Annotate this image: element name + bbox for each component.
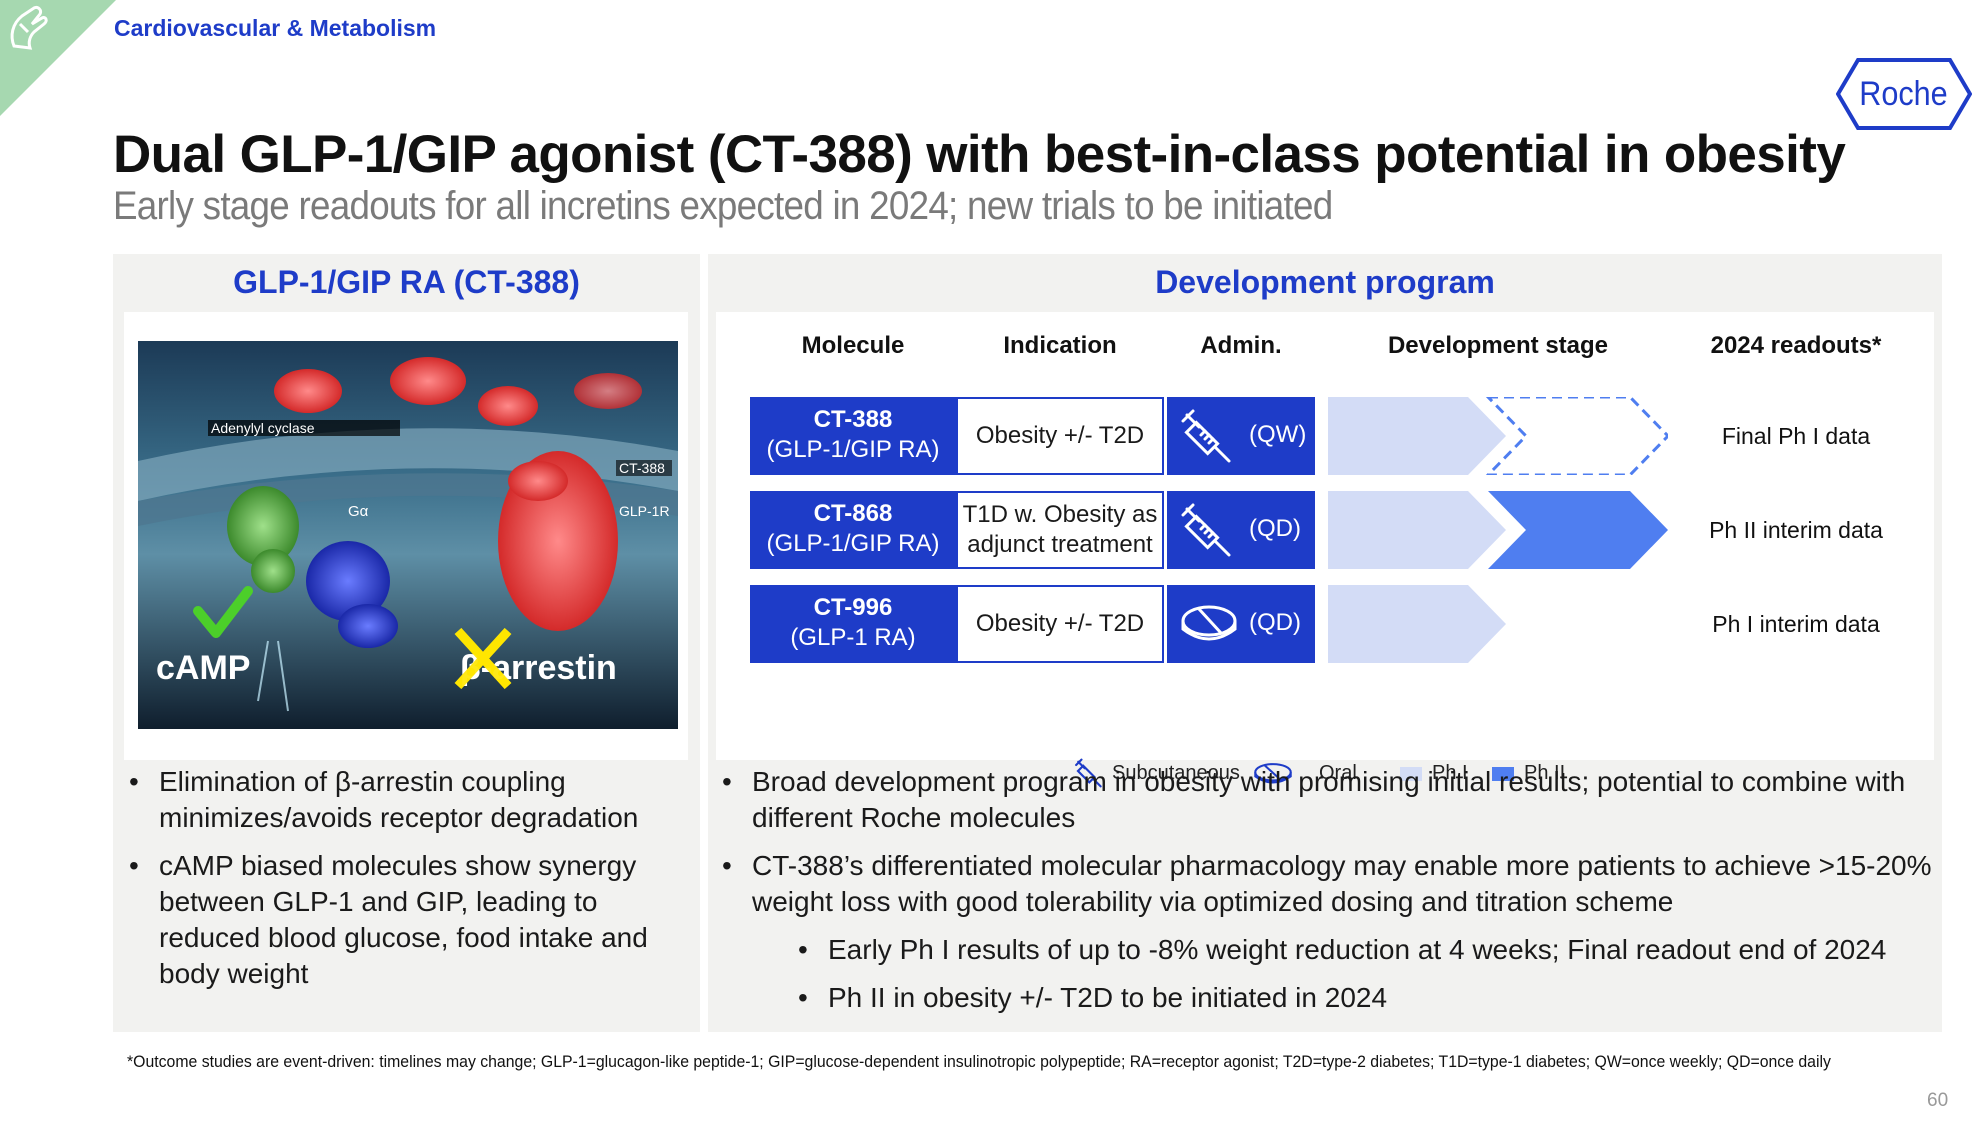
right-sub-bullet: • Ph II in obesity +/- T2D to be initiat… [798,980,1928,1016]
stage-ph2-planned-arrow [1485,397,1668,475]
left-panel: GLP-1/GIP RA (CT-388) [113,254,700,1032]
page-subtitle: Early stage readouts for all incretins e… [113,184,1333,228]
readout-text: Final Ph I data [1721,423,1871,449]
section-label: Cardiovascular & Metabolism [114,15,437,41]
row-admin: (QD) [1167,585,1315,663]
col-header-molecule: Molecule [801,332,905,359]
stage-arrows-row2 [1328,491,1668,569]
development-table: Molecule Indication Admin. Development s… [716,312,1934,788]
bullet-dot: • [129,850,139,881]
row-molecule: CT-388 (GLP-1/GIP RA) [750,397,956,475]
legend-ph1-swatch [1400,767,1422,781]
right-bullet: • Broad development program in obesity w… [722,764,1932,836]
molecule-class: (GLP-1 RA) [790,624,916,651]
legend-ph1: Ph I [1432,762,1468,784]
indication-text: Obesity +/- T2D [975,610,1145,637]
legend-tablet-icon [1254,763,1292,784]
legend-ph2: Ph II [1524,762,1566,784]
col-header-admin: Admin. [1200,332,1282,359]
molecule-name: CT-996 [813,594,893,621]
row-admin: (QW) [1167,397,1315,475]
right-bullet: • CT-388’s differentiated molecular phar… [722,848,1932,920]
right-bullet-text: CT-388’s differentiated molecular pharma… [752,850,1932,917]
row-admin: (QD) [1167,491,1315,569]
footnote: *Outcome studies are event-driven: timel… [127,1052,1831,1071]
syringe-icon [1181,503,1231,557]
readout-text: Ph II interim data [1709,517,1883,543]
roche-logo: Roche [1836,58,1972,130]
col-header-readouts: 2024 readouts* [1710,332,1882,359]
admin-frequency: (QD) [1249,609,1301,636]
illus-label-adenylyl: Adenylyl cyclase [211,420,315,436]
molecule-name: CT-388 [813,406,893,433]
left-bullet: • cAMP biased molecules show synergy bet… [129,848,679,992]
stage-ph1-arrow [1328,585,1506,663]
left-bullet-text: Elimination of β-arrestin coupling minim… [159,766,639,833]
left-bullet: • Elimination of β-arrestin coupling min… [129,764,679,836]
right-sub-bullet: • Early Ph I results of up to -8% weight… [798,932,1928,968]
indication-text: T1D w. Obesity as adjunct treatment [962,501,1158,558]
syringe-icon [1181,409,1231,463]
tablet-icon [1181,605,1237,641]
bullet-dot: • [129,766,139,797]
right-panel-heading: Development program [1155,264,1495,300]
indication-text: Obesity +/- T2D [975,422,1145,449]
pill-hand-icon [10,6,48,50]
readout-text: Ph I interim data [1712,611,1880,637]
right-sub-bullet-text: Early Ph I results of up to -8% weight r… [828,934,1887,965]
stage-ph1-arrow [1328,491,1506,569]
bullet-dot: • [722,766,732,797]
illus-label-ct388: CT-388 [619,460,665,476]
stage-ph2-arrow [1488,491,1668,569]
bullet-dot: • [798,934,808,965]
legend-oral: Oral [1319,762,1357,784]
legend-ph2-swatch [1492,767,1514,781]
admin-frequency: (QW) [1249,421,1307,448]
legend-syringe-icon [1075,758,1102,788]
row-indication: Obesity +/- T2D [956,397,1164,475]
illus-label-glp1r: GLP-1R [619,503,670,519]
molecule-name: CT-868 [813,500,893,527]
receptor-illustration: Adenylyl cyclase CT-388 GLP-1R Gα cAMP β… [138,341,678,729]
row-molecule: CT-868 (GLP-1/GIP RA) [750,491,956,569]
molecule-class: (GLP-1/GIP RA) [766,530,940,557]
left-bullet-text: cAMP biased molecules show synergy betwe… [159,850,648,989]
bullet-dot: • [798,982,808,1013]
left-panel-heading: GLP-1/GIP RA (CT-388) [233,264,580,300]
stage-arrows-row1 [1328,397,1668,475]
col-header-indication: Indication [1003,332,1117,359]
page-number: 60 [1927,1090,1949,1111]
col-header-stage: Development stage [1387,332,1609,359]
stage-arrows-row3 [1328,585,1506,663]
right-panel: Development program Molecule Indication … [708,254,1942,1032]
row-molecule: CT-996 (GLP-1 RA) [750,585,956,663]
right-sub-bullet-text: Ph II in obesity +/- T2D to be initiated… [828,982,1388,1013]
right-bullet-text: Broad development program in obesity wit… [752,766,1906,833]
row-indication: T1D w. Obesity as adjunct treatment [956,491,1164,569]
illus-label-camp: cAMP [156,649,250,687]
row-indication: Obesity +/- T2D [956,585,1164,663]
legend-subcutaneous: Subcutaneous [1112,762,1240,784]
illustration-frame: Adenylyl cyclase CT-388 GLP-1R Gα cAMP β… [124,312,688,760]
svg-text:Roche: Roche [1859,75,1947,113]
bullet-dot: • [722,850,732,881]
stage-ph1-arrow [1328,397,1506,475]
admin-frequency: (QD) [1249,515,1301,542]
molecule-class: (GLP-1/GIP RA) [766,436,940,463]
illus-label-galpha: Gα [348,503,369,520]
page-title: Dual GLP-1/GIP agonist (CT-388) with bes… [113,125,1846,184]
